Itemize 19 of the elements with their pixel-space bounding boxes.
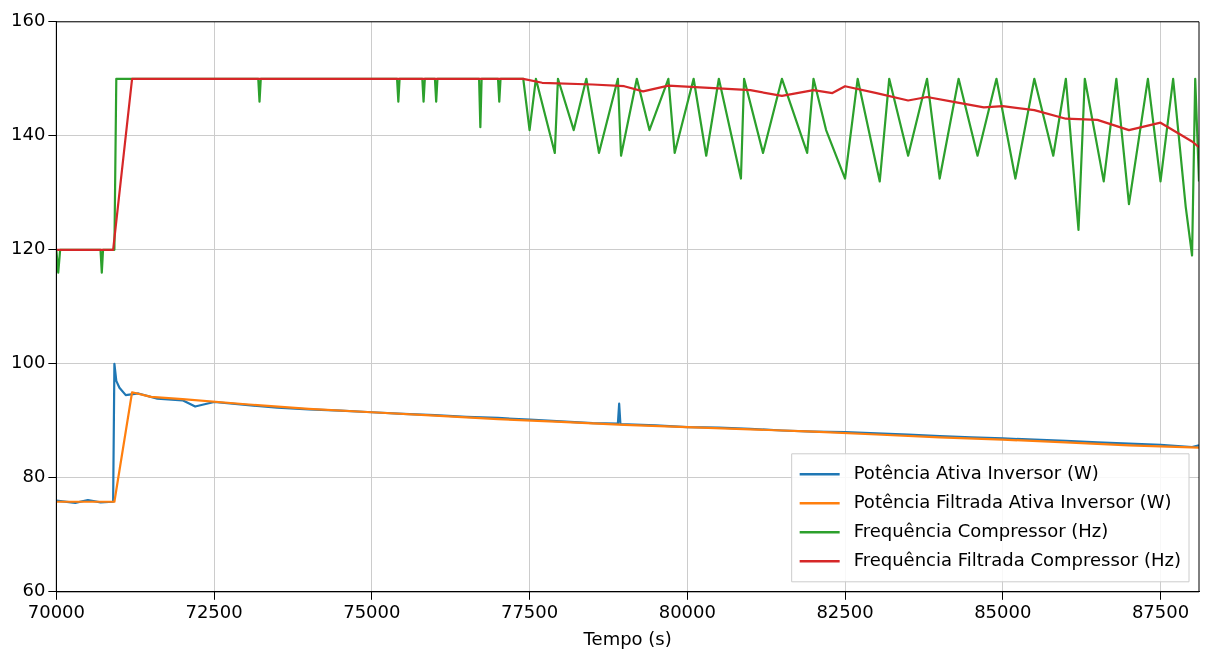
x-tick-label: 85000 xyxy=(974,601,1032,623)
legend-label: Frequência Filtrada Compressor (Hz) xyxy=(853,548,1181,570)
legend-label: Potência Filtrada Ativa Inversor (W) xyxy=(853,490,1172,512)
y-tick-label: 160 xyxy=(11,9,46,31)
x-tick-label: 75000 xyxy=(343,601,401,623)
x-axis-title: Tempo (s) xyxy=(582,627,672,649)
legend-label: Frequência Compressor (Hz) xyxy=(853,519,1109,541)
x-tick-label: 70000 xyxy=(27,601,85,623)
x-tick-label: 82500 xyxy=(816,601,874,623)
y-tick-label: 80 xyxy=(22,465,46,487)
y-tick-label: 120 xyxy=(11,237,46,259)
x-tick-label: 87500 xyxy=(1131,601,1190,623)
legend-label: Potência Ativa Inversor (W) xyxy=(853,461,1099,483)
x-tick-label: 77500 xyxy=(500,601,559,623)
y-tick-label: 140 xyxy=(11,123,46,145)
x-tick-label: 72500 xyxy=(185,601,243,623)
x-tick-label: 80000 xyxy=(658,601,716,623)
y-tick-label: 60 xyxy=(22,579,46,601)
y-tick-label: 100 xyxy=(11,351,46,373)
